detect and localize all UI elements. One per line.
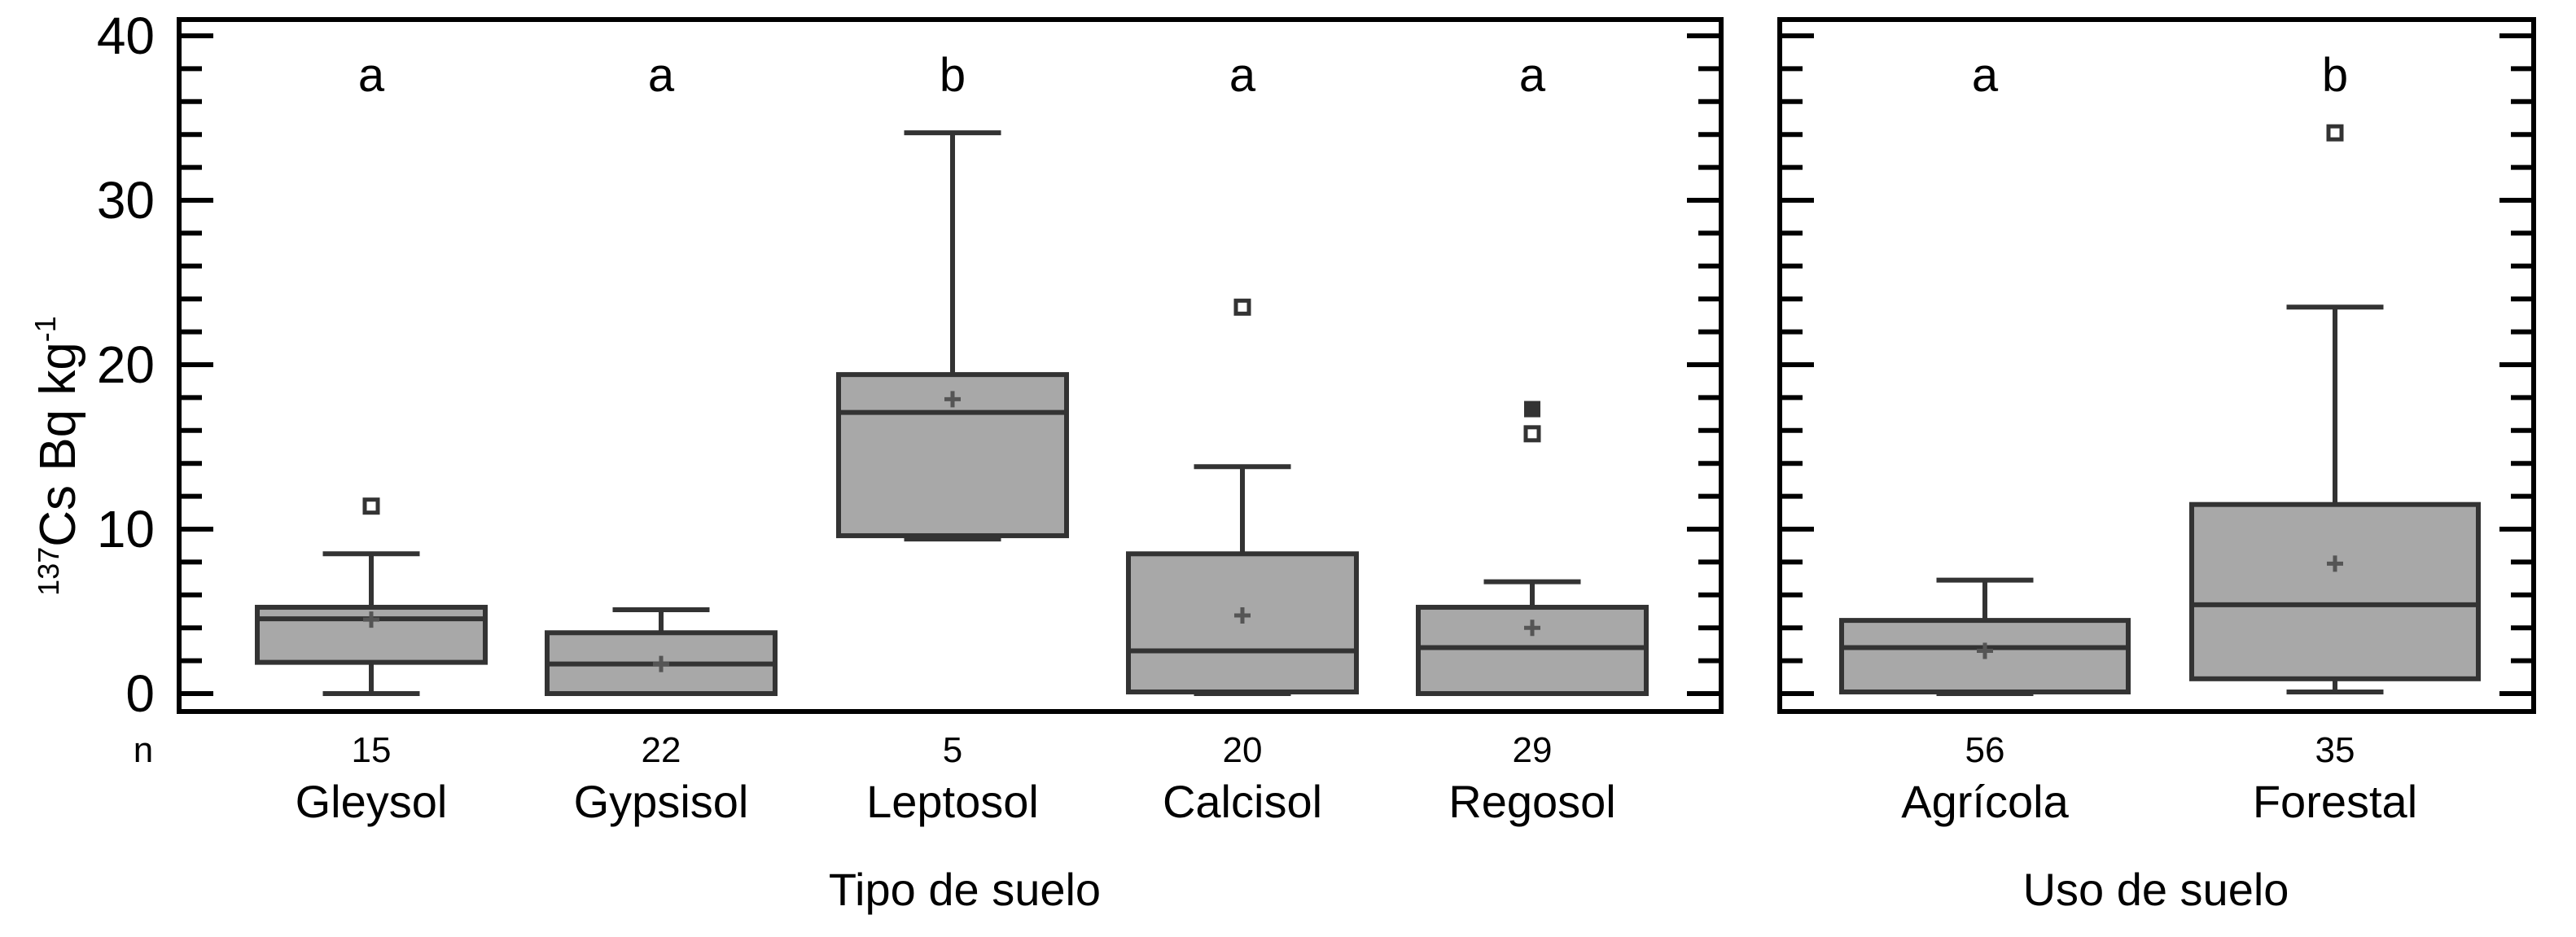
sample-size-label: 22	[642, 730, 681, 770]
category-label: Forestal	[2253, 776, 2417, 827]
significance-letter: b	[940, 49, 966, 102]
mean-marker	[653, 655, 669, 672]
n-label: n	[134, 730, 153, 770]
outlier-point	[1523, 425, 1541, 443]
mean-marker	[944, 391, 961, 408]
category-label: Leptosol	[866, 776, 1039, 827]
y-tick-label: 40	[97, 7, 155, 65]
y-tick-label: 10	[97, 500, 155, 558]
y-axis-label-exponent: -1	[28, 316, 62, 342]
significance-letter: a	[648, 49, 675, 102]
category-label: Agrícola	[1901, 776, 2069, 827]
y-tick-label: 0	[125, 664, 155, 723]
category-label: Calcisol	[1163, 776, 1322, 827]
y-tick-label: 30	[97, 171, 155, 230]
y-axis-label-main: Cs Bq kg	[30, 342, 86, 547]
category-label: Gleysol	[296, 776, 448, 827]
mean-marker	[1977, 642, 1993, 659]
y-axis-label-isotope: 137	[32, 547, 65, 596]
outlier-point-filled	[1524, 401, 1540, 418]
x-axis-label: Tipo de suelo	[829, 864, 1101, 915]
y-axis-label: 137Cs Bq kg-1	[28, 316, 86, 596]
outlier-point	[362, 497, 380, 515]
sample-size-label: 29	[1513, 730, 1553, 770]
significance-letter: a	[1519, 49, 1546, 102]
sample-size-label: 20	[1223, 730, 1263, 770]
outlier-point	[2326, 124, 2344, 142]
sample-size-label: 35	[2315, 730, 2355, 770]
category-label: Gypsisol	[574, 776, 749, 827]
sample-size-label: 15	[352, 730, 392, 770]
significance-letter: a	[358, 49, 385, 102]
significance-letter: a	[1229, 49, 1256, 102]
significance-letter: a	[1972, 49, 1999, 102]
category-label: Regosol	[1448, 776, 1615, 827]
mean-marker	[1234, 607, 1251, 624]
significance-letter: b	[2322, 49, 2348, 102]
x-axis-label: Uso de suelo	[2023, 864, 2289, 915]
sample-size-label: 5	[943, 730, 962, 770]
mean-marker	[2327, 555, 2343, 572]
box	[2189, 501, 2481, 681]
mean-marker	[1524, 620, 1540, 637]
mean-marker	[363, 611, 379, 628]
sample-size-label: 56	[1965, 730, 2005, 770]
outlier-point	[1233, 298, 1251, 316]
y-tick-label: 20	[97, 335, 155, 394]
